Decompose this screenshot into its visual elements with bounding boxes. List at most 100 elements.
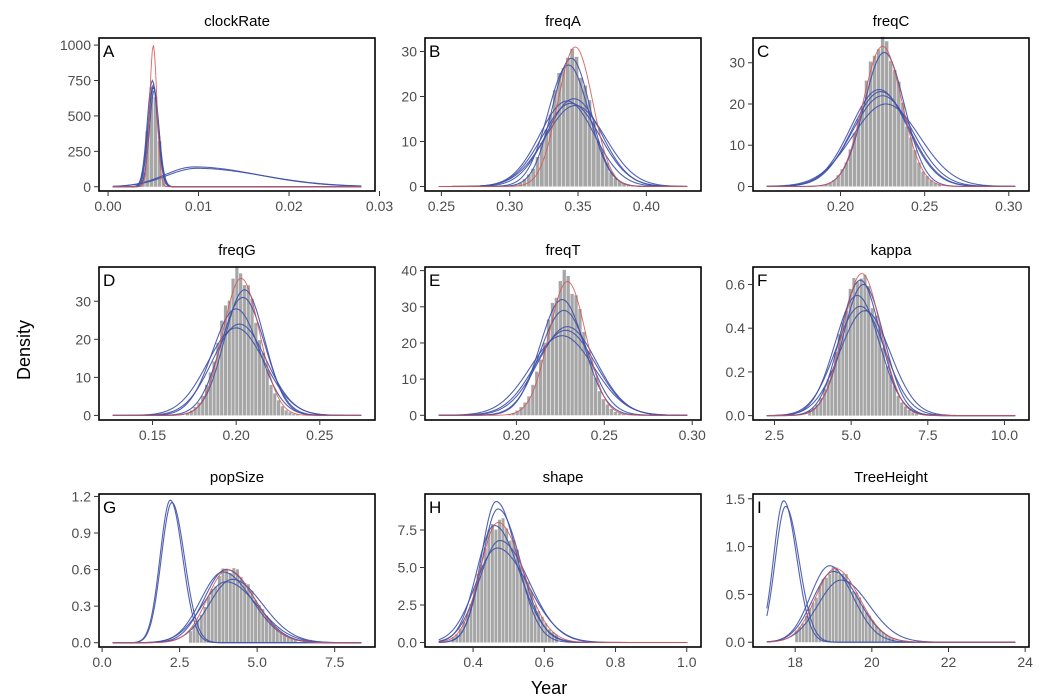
hist-bar bbox=[824, 184, 828, 187]
x-tick-label: 0.15 bbox=[139, 427, 166, 443]
y-tick-label: 1.0 bbox=[726, 539, 746, 555]
hist-bar bbox=[561, 68, 566, 187]
hist-bar bbox=[204, 384, 209, 416]
hist-bar bbox=[893, 70, 897, 187]
x-tick-label: 0.30 bbox=[995, 198, 1022, 214]
y-tick-label: 20 bbox=[401, 335, 417, 351]
hist-bar bbox=[280, 406, 284, 416]
hist-bar bbox=[872, 55, 877, 187]
hist-bar bbox=[246, 584, 250, 643]
hist-bar bbox=[490, 524, 494, 643]
panel-letter: E bbox=[429, 271, 440, 290]
y-tick-label: 0.0 bbox=[72, 635, 92, 651]
hist-bar bbox=[292, 413, 296, 416]
hist-bar bbox=[246, 285, 250, 416]
hist-bar bbox=[250, 298, 254, 416]
hist-bar bbox=[542, 342, 547, 416]
x-tick-label: 0.4 bbox=[463, 654, 483, 670]
hist-bar bbox=[921, 171, 925, 187]
posterior-density-curve bbox=[112, 581, 362, 644]
hist-bar bbox=[861, 605, 865, 643]
hist-bar bbox=[591, 121, 596, 187]
x-tick-label: 0.6 bbox=[535, 654, 555, 670]
hist-bar bbox=[815, 404, 819, 416]
hist-bar bbox=[562, 269, 566, 416]
hist-bar bbox=[242, 285, 247, 416]
hist-bar bbox=[914, 413, 918, 416]
hist-bar bbox=[508, 540, 512, 643]
x-tick-label: 0.01 bbox=[185, 198, 212, 214]
hist-bar bbox=[878, 629, 881, 643]
hist-bar bbox=[617, 413, 621, 416]
hist-bar bbox=[565, 57, 570, 187]
hist-bar bbox=[876, 49, 881, 187]
hist-bar bbox=[795, 630, 798, 643]
y-tick-label: 500 bbox=[68, 108, 92, 124]
hist-bar bbox=[617, 181, 622, 187]
hist-bar bbox=[604, 162, 609, 187]
hist-bar bbox=[261, 352, 265, 416]
hist-bar bbox=[836, 175, 840, 187]
hist-bar bbox=[265, 369, 269, 416]
hist-bar bbox=[153, 96, 158, 187]
hist-bar bbox=[811, 602, 815, 643]
hist-bar bbox=[216, 342, 220, 416]
y-tick-label: 0.2 bbox=[726, 364, 746, 380]
hist-bar bbox=[907, 409, 911, 416]
panel-title: kappa bbox=[871, 242, 913, 259]
hist-bar bbox=[892, 385, 896, 416]
hist-bar bbox=[900, 402, 904, 416]
hist-bar bbox=[530, 592, 534, 643]
x-tick-label: 0.25 bbox=[591, 427, 618, 443]
hist-bar bbox=[203, 606, 207, 643]
hist-bar bbox=[557, 72, 562, 187]
x-tick-label: 0.02 bbox=[275, 198, 302, 214]
hist-bar bbox=[526, 582, 530, 643]
x-tick-label: 2.5 bbox=[170, 654, 190, 670]
hist-bar bbox=[250, 590, 254, 643]
hist-bar bbox=[811, 407, 815, 416]
hist-bar bbox=[272, 625, 276, 643]
prior-density-curve bbox=[766, 45, 1016, 187]
hist-bar bbox=[586, 351, 590, 416]
panel-TreeHeight: TreeHeight I 18 20 22 24 0.0 0.5 1.0 1.5 bbox=[726, 469, 1034, 670]
hist-bar bbox=[293, 639, 297, 643]
x-tick-label: 0.35 bbox=[564, 198, 591, 214]
y-tick-label: 0 bbox=[83, 407, 91, 423]
panel-frame bbox=[424, 493, 702, 648]
hist-bar bbox=[874, 626, 878, 643]
hist-bar bbox=[870, 308, 874, 416]
panel-freqT: freqT E 0.20 0.25 0.30 0 10 20 30 40 bbox=[401, 242, 706, 443]
hist-bar bbox=[527, 174, 531, 187]
hist-bar bbox=[487, 530, 491, 643]
hist-bar bbox=[821, 579, 825, 643]
prior-density-curve bbox=[766, 273, 1016, 417]
hist-bar bbox=[925, 176, 929, 187]
y-tick-label: 30 bbox=[401, 44, 417, 60]
posterior-density-curve bbox=[438, 326, 688, 416]
hist-bar bbox=[288, 412, 292, 416]
hist-bar bbox=[819, 397, 823, 416]
hist-bar bbox=[483, 548, 487, 643]
hist-bar bbox=[284, 410, 288, 416]
y-tick-label: 20 bbox=[75, 331, 91, 347]
prior-density-curve bbox=[112, 277, 362, 416]
hist-bar bbox=[594, 377, 598, 416]
hist-bar bbox=[880, 36, 885, 187]
hist-bar bbox=[522, 575, 526, 643]
hist-bar bbox=[527, 396, 531, 416]
hist-bar bbox=[852, 133, 857, 187]
x-tick-label: 7.5 bbox=[325, 654, 345, 670]
hist-bar bbox=[888, 60, 893, 187]
hist-bar bbox=[554, 297, 559, 416]
hist-bar bbox=[858, 597, 862, 643]
y-tick-label: 0 bbox=[83, 179, 91, 195]
hist-bar bbox=[828, 182, 832, 187]
x-tick-label: 1.0 bbox=[677, 654, 697, 670]
prior-density-curve bbox=[112, 45, 362, 188]
hist-bar bbox=[254, 600, 258, 643]
x-tick-label: 2.5 bbox=[765, 427, 785, 443]
hist-bar bbox=[822, 388, 826, 416]
hist-bar bbox=[881, 347, 885, 416]
hist-bar bbox=[833, 352, 838, 416]
